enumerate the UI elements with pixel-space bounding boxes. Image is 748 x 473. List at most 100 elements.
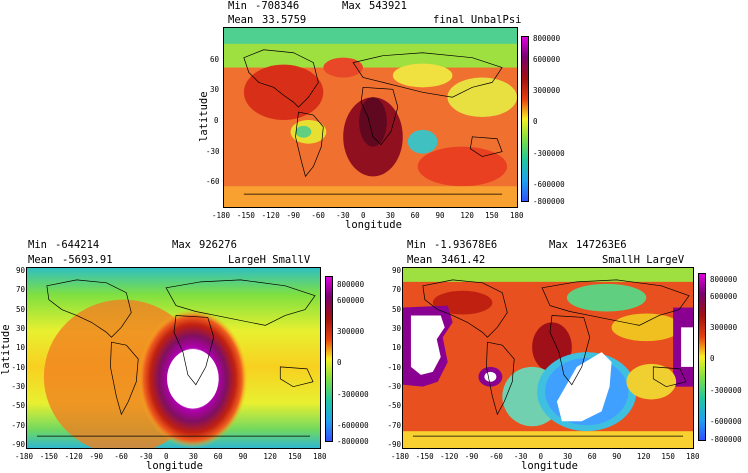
y-tick: -30 [206,147,220,156]
stat-mean-value: -5693.91 [62,254,113,266]
x-tick: 60 [410,211,420,220]
colorbar [325,276,333,442]
stat-max-value: 926276 [199,239,237,251]
x-tick: 150 [485,211,499,220]
x-tick: 0 [361,211,366,220]
field-heatmap [403,268,693,448]
stat-max-label: Max [549,239,568,251]
panel-title: final UnbalPsi [433,14,522,26]
x-tick: -90 [89,452,104,461]
stat-max-value: 147263E6 [576,239,627,251]
x-tick: 60 [213,452,223,461]
y-tick: 50 [391,304,401,314]
stat-min-value: -708346 [255,0,300,12]
x-tick: 30 [188,452,198,461]
x-tick: 0 [538,452,544,461]
stat-mean-value: 33.5759 [262,14,307,26]
colorbar-tick: 800000 [710,275,738,284]
panel-title: SmallH LargeV [602,254,685,266]
colorbar-tick: -800000 [533,197,565,206]
y-tick: 90 [391,266,401,275]
colorbar [698,273,706,441]
colorbar [521,36,529,202]
x-tick: 30 [563,452,573,461]
y-tick: -70 [11,420,25,430]
colorbar-tick: -600000 [710,417,742,426]
colorbar-tick: -800000 [337,437,369,446]
y-tick: 90 [15,266,25,275]
y-tick: -50 [387,401,401,411]
x-tick: -60 [114,452,128,461]
x-tick: 30 [385,211,395,220]
colorbar-tick: -600000 [533,180,565,189]
map-plot [223,27,518,208]
x-tick: 180 [313,452,327,461]
stat-mean-label: Mean [28,254,54,266]
x-tick: -60 [311,211,325,220]
x-tick: -120 [261,211,280,220]
x-tick: 120 [636,452,651,461]
colorbar-tick: 0 [710,354,715,363]
field-heatmap [27,268,320,448]
panel-title: LargeH SmallV [228,254,311,266]
colorbar-tick: -800000 [710,435,742,444]
stat-max-label: Max [172,239,191,251]
colorbar-tick: 300000 [710,323,738,332]
x-axis-label: longitude [345,219,402,231]
x-tick: -90 [464,452,479,461]
colorbar-tick: 600000 [710,292,738,301]
x-tick: 90 [435,211,445,220]
y-axis-label: latitude [0,324,12,375]
y-tick: 10 [15,343,25,353]
x-tick: 0 [164,452,169,461]
colorbar-tick: -600000 [337,421,369,430]
colorbar-tick: -300000 [710,386,742,395]
y-tick: 30 [391,324,401,333]
x-tick: 60 [587,452,597,461]
x-tick: 150 [661,452,675,461]
x-tick: 150 [288,452,302,461]
x-ticks: -180 -150 -120 -90 -60 -30 0 30 60 90 120 150 180 [212,212,530,221]
y-tick: 30 [210,85,220,94]
y-tick: 10 [391,343,401,353]
x-tick: 120 [460,211,474,220]
colorbar-tick: 800000 [533,34,561,43]
x-tick: 90 [612,452,622,461]
y-ticks: 90 70 50 30 10 -10 -30 -50 -70 -90 [384,267,401,449]
y-tick: 0 [214,116,219,125]
y-tick: 50 [15,304,25,314]
x-tick: -150 [415,452,434,461]
y-tick: -90 [387,440,401,449]
stat-max-value: 543921 [369,0,407,12]
colorbar-tick: 300000 [337,327,365,336]
colorbar-tick: 600000 [533,55,561,64]
stat-mean-value: 3461.42 [441,254,486,266]
y-tick: -50 [11,401,25,411]
stat-min-value: -1.93678E6 [434,239,498,251]
x-ticks: -180 -150 -120 -90 -60 -30 0 30 60 90 120 150 180 [391,453,706,462]
colorbar-tick: 300000 [533,86,561,95]
x-axis-label: longitude [521,460,578,472]
x-tick: -30 [336,211,350,220]
colorbar-tick: -300000 [533,149,565,158]
y-tick: -10 [11,362,25,372]
field-heatmap [224,28,517,207]
x-tick: -180 [212,211,231,220]
map-plot [26,267,321,449]
stat-mean-label: Mean [228,14,254,26]
y-tick: 70 [391,285,401,295]
x-tick: 180 [510,211,524,220]
y-ticks: 90 70 50 30 10 -10 -30 -50 -70 -90 [8,267,25,449]
stat-min-label: Min [28,239,47,251]
x-tick: -120 [64,452,83,461]
y-tick: 30 [15,324,25,333]
colorbar-tick: -300000 [337,390,369,399]
colorbar-tick: 0 [533,117,538,126]
x-tick: 90 [238,452,248,461]
y-tick: 60 [210,55,220,64]
y-tick: -60 [206,177,220,186]
stat-min-label: Min [407,239,426,251]
stat-mean-label: Mean [407,254,433,266]
x-ticks: -180 -150 -120 -90 -60 -30 0 30 60 90 120 150 180 [15,453,333,462]
x-tick: -150 [39,452,58,461]
